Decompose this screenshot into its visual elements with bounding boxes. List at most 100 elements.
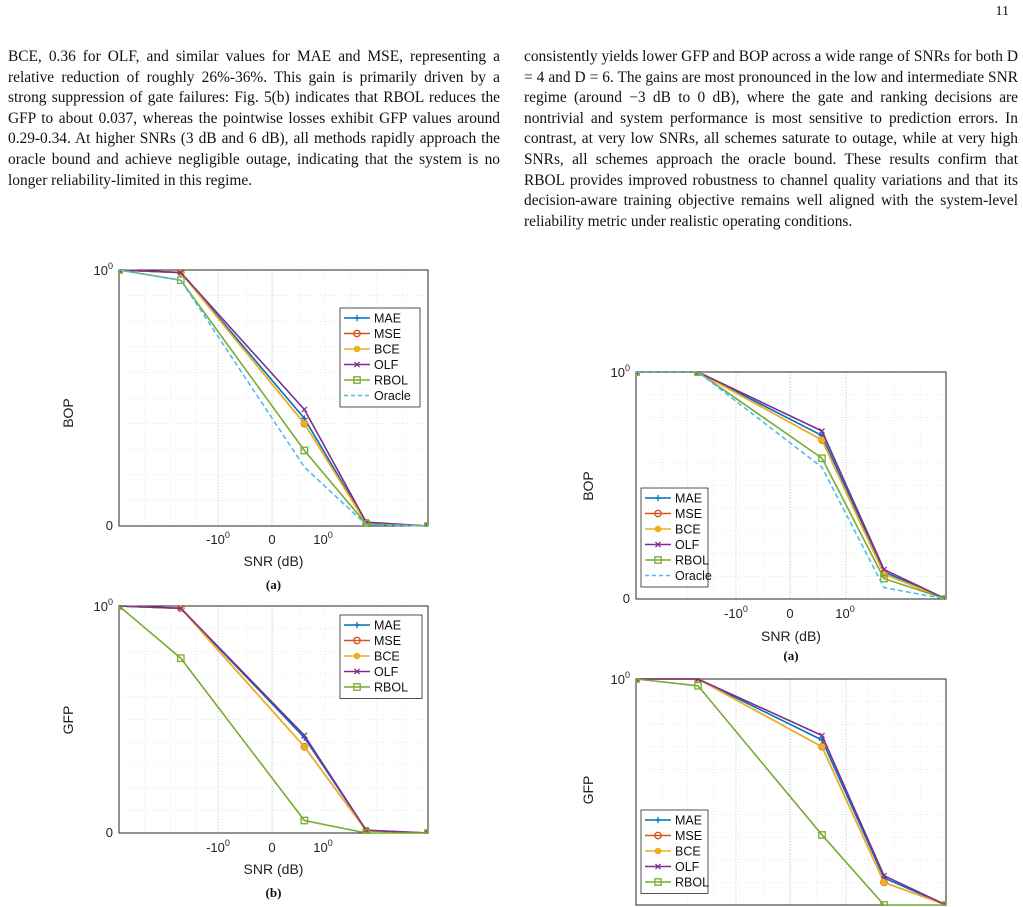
legend-marker-mse [353, 329, 361, 338]
x-tick-label: 100 [313, 838, 332, 855]
data-point-rbol [880, 574, 888, 583]
y-axis-label: BOP [60, 398, 76, 428]
legend-marker-olf [654, 863, 662, 870]
data-point-rbol [694, 681, 702, 690]
x-axis-label: SNR (dB) [761, 628, 821, 644]
series-group [636, 678, 946, 906]
legend-marker-rbol [654, 556, 662, 564]
legend-label-mse: MSE [374, 327, 401, 341]
data-point-olf [424, 522, 428, 527]
data-point-rbol [942, 901, 946, 906]
legend-label-bce: BCE [374, 650, 400, 664]
data-point-olf [942, 595, 946, 600]
legend-label-mae: MAE [675, 492, 702, 506]
legend-label-bce: BCE [675, 845, 701, 859]
data-point-olf [177, 605, 184, 612]
data-point-olf [818, 732, 826, 739]
data-point-bce [880, 879, 888, 886]
legend-box [640, 487, 709, 588]
legend-label-bce: BCE [675, 523, 701, 537]
legend-label-mae: MAE [675, 814, 702, 828]
legend-label-olf: OLF [374, 665, 399, 679]
figure-caption: (b) [266, 885, 282, 900]
legend-label-mse: MSE [374, 634, 401, 648]
data-point-olf [942, 901, 946, 906]
paragraph-left: BCE, 0.36 for OLF, and similar values fo… [8, 48, 500, 189]
data-point-rbol [818, 831, 826, 839]
y-tick-label: 100 [94, 597, 113, 614]
y-tick-label: 0 [106, 518, 113, 533]
series-group [636, 371, 946, 600]
data-point-bce [818, 743, 826, 751]
x-tick-label: 100 [313, 530, 332, 547]
data-point-olf [301, 732, 308, 739]
series-line-rbol [636, 678, 946, 906]
figure-caption: (a) [783, 648, 798, 663]
paragraph-right: consistently yields lower GFP and BOP ac… [524, 48, 1018, 230]
figure-caption: (a) [266, 577, 281, 592]
data-point-olf [880, 872, 888, 879]
legend-label-mse: MSE [675, 507, 702, 521]
x-axis-label: SNR (dB) [244, 553, 304, 569]
legend-label-mae: MAE [374, 619, 401, 633]
x-tick-label: -100 [206, 838, 230, 855]
data-point-olf [636, 371, 640, 376]
x-tick-label: 0 [786, 606, 793, 621]
data-point-rbol [300, 446, 309, 455]
y-tick-label: 0 [106, 825, 113, 840]
data-point-rbol [362, 520, 371, 527]
series-line-oracle [119, 269, 428, 527]
x-tick-label: 0 [268, 840, 275, 855]
data-point-rbol [424, 522, 428, 527]
x-axis-label: SNR (dB) [244, 861, 304, 877]
legend-marker-rbol [353, 683, 361, 691]
legend-marker-bce [654, 847, 662, 855]
y-axis-label: GFP [580, 776, 596, 805]
legend-label-olf: OLF [374, 358, 399, 372]
legend-marker-mse [654, 831, 662, 840]
data-point-olf [177, 269, 184, 276]
y-tick-label: 100 [611, 670, 630, 687]
legend-label-olf: OLF [675, 538, 700, 552]
data-point-rbol [880, 901, 888, 906]
data-point-bce [301, 743, 308, 751]
series-group [119, 605, 428, 834]
data-point-rbol [636, 678, 640, 683]
data-point-bce [818, 436, 826, 444]
legend-label-oracle: Oracle [374, 389, 411, 403]
data-point-olf [636, 678, 640, 683]
data-point-olf [880, 566, 888, 573]
y-axis-label: BOP [580, 471, 596, 501]
data-point-bce [301, 420, 308, 427]
data-point-rbol [300, 816, 309, 825]
legend-label-rbol: RBOL [374, 374, 408, 388]
legend-marker-mse [654, 509, 662, 518]
series-line-rbol [119, 605, 428, 834]
y-tick-label: 100 [611, 363, 630, 380]
data-point-rbol [119, 605, 123, 610]
legend-marker-olf [353, 668, 361, 675]
data-point-olf [119, 269, 123, 274]
axes-box [118, 605, 429, 834]
y-axis-label: GFP [60, 706, 76, 735]
legend-label-rbol: RBOL [374, 681, 408, 695]
legend-marker-mse [353, 636, 361, 645]
legend-label-oracle: Oracle [675, 569, 712, 583]
axes-box [118, 269, 429, 527]
data-point-rbol [942, 595, 946, 600]
legend-label-bce: BCE [374, 343, 400, 357]
data-point-olf [424, 829, 428, 834]
legend-marker-olf [353, 361, 361, 368]
series-group [119, 269, 428, 527]
x-tick-label: -100 [724, 604, 748, 621]
y-tick-label: 0 [623, 591, 630, 606]
data-point-rbol [818, 454, 826, 463]
